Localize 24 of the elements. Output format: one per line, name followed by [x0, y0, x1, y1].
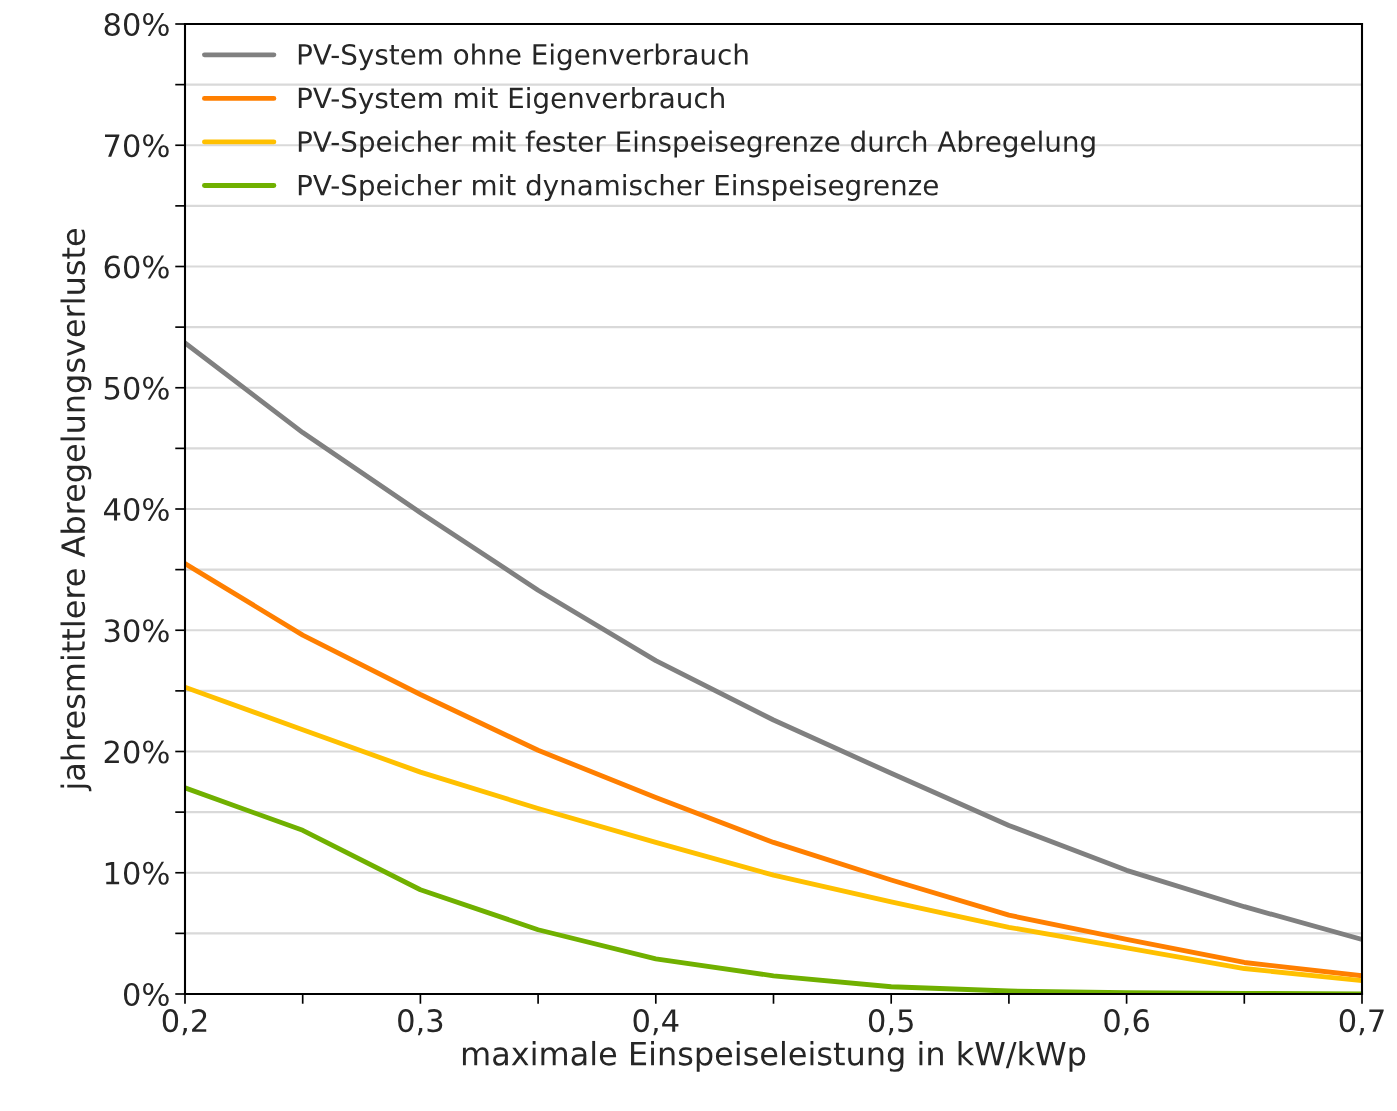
- x-tick-label: 0,2: [162, 1009, 207, 1036]
- legend-label: PV-System ohne Eigenverbrauch: [298, 43, 748, 71]
- y-tick-label: 70%: [105, 134, 169, 158]
- y-tick-label: 40%: [104, 497, 169, 522]
- y-axis-title: jahresmittlere Abregelungsverluste: [60, 229, 92, 792]
- x-tick-label: 0,4: [633, 1009, 679, 1036]
- y-tick-label: 10%: [105, 861, 169, 885]
- x-tick-label: 0,6: [1104, 1009, 1149, 1036]
- x-tick-label: 0,5: [868, 1009, 913, 1036]
- y-tick-label: 60%: [104, 255, 169, 279]
- legend-label: PV-Speicher mit fester Einspeisegrenze durch Abregelung: [298, 130, 1095, 158]
- line-series: [185, 340, 1362, 942]
- legend-label: PV-Speicher mit dynamischer Einspeisegrenze: [298, 174, 938, 201]
- x-tick-label: 0,3: [398, 1009, 443, 1036]
- x-tick-label: 0,7: [1339, 1009, 1384, 1036]
- legend-label: PV-System mit Eigenverbrauch: [298, 86, 724, 114]
- line-series: [185, 561, 1362, 979]
- y-tick-label: 80%: [104, 12, 169, 37]
- y-tick-label: 0%: [123, 982, 169, 1007]
- y-tick-label: 50%: [104, 376, 169, 400]
- x-axis-title: maximale Einspeiseleistung in kW/kWp: [462, 1040, 1086, 1072]
- y-tick-label: 30%: [104, 619, 169, 643]
- y-tick-label: 20%: [104, 740, 169, 764]
- line-series: [185, 684, 1362, 984]
